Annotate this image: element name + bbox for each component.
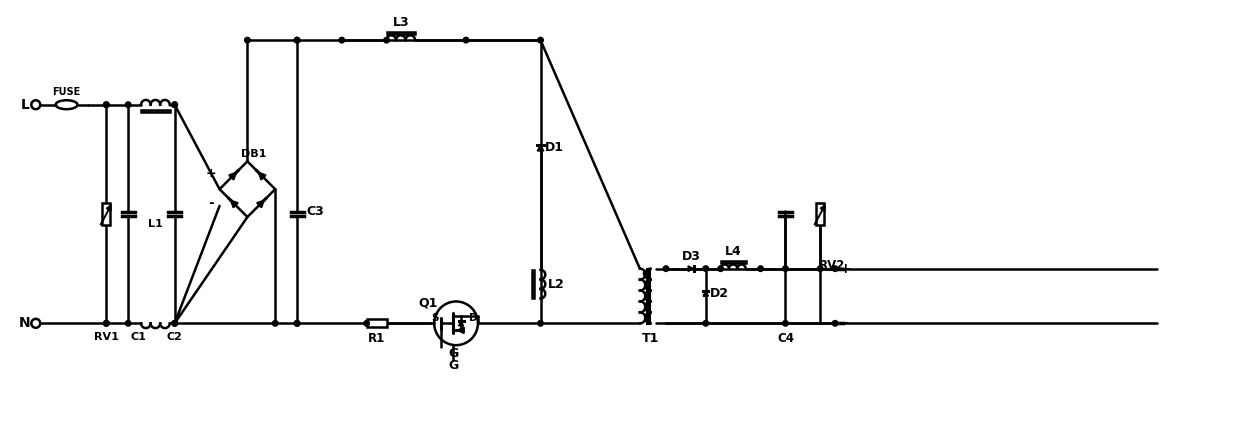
Text: -: - — [842, 316, 848, 330]
Text: G: G — [448, 347, 459, 360]
Circle shape — [103, 321, 109, 326]
Polygon shape — [537, 145, 544, 151]
Circle shape — [294, 37, 300, 43]
Text: R1: R1 — [368, 332, 386, 345]
Text: C1: C1 — [130, 332, 146, 342]
FancyBboxPatch shape — [367, 319, 387, 328]
Circle shape — [832, 321, 838, 326]
Polygon shape — [258, 201, 263, 207]
Circle shape — [294, 321, 300, 326]
Circle shape — [782, 321, 789, 326]
FancyBboxPatch shape — [102, 203, 110, 225]
Text: T1: T1 — [641, 332, 658, 345]
Circle shape — [782, 266, 789, 271]
Circle shape — [172, 321, 177, 326]
Circle shape — [758, 266, 764, 271]
Text: Q1: Q1 — [419, 297, 438, 310]
Polygon shape — [459, 321, 464, 326]
Text: D2: D2 — [711, 287, 729, 300]
Text: L4: L4 — [725, 245, 742, 258]
Circle shape — [172, 102, 177, 108]
Circle shape — [125, 102, 131, 108]
Circle shape — [294, 37, 300, 43]
Circle shape — [663, 266, 668, 271]
Polygon shape — [688, 266, 693, 271]
Text: C3: C3 — [306, 204, 324, 217]
Circle shape — [363, 321, 370, 326]
Circle shape — [172, 321, 177, 326]
Circle shape — [339, 37, 345, 43]
Circle shape — [718, 266, 723, 271]
Text: S: S — [432, 313, 439, 323]
Text: RV2: RV2 — [818, 259, 846, 272]
Polygon shape — [229, 173, 236, 179]
Circle shape — [244, 37, 250, 43]
Polygon shape — [703, 291, 708, 296]
Text: C4: C4 — [777, 332, 794, 345]
Circle shape — [832, 266, 838, 271]
Text: +: + — [839, 262, 851, 276]
Text: L3: L3 — [393, 16, 409, 29]
Circle shape — [464, 37, 469, 43]
Text: D1: D1 — [544, 141, 564, 154]
FancyBboxPatch shape — [816, 203, 825, 225]
Circle shape — [703, 321, 708, 326]
Circle shape — [538, 321, 543, 326]
Text: RV1: RV1 — [94, 332, 119, 342]
Circle shape — [103, 102, 109, 108]
Text: +: + — [206, 167, 216, 180]
Text: DB1: DB1 — [241, 149, 267, 159]
Circle shape — [103, 321, 109, 326]
Polygon shape — [259, 173, 265, 179]
Circle shape — [383, 37, 389, 43]
Circle shape — [294, 321, 300, 326]
Circle shape — [817, 266, 823, 271]
Polygon shape — [232, 201, 237, 207]
Circle shape — [644, 271, 649, 276]
Circle shape — [125, 321, 131, 326]
Text: L: L — [20, 98, 30, 112]
Circle shape — [273, 321, 278, 326]
Circle shape — [703, 266, 708, 271]
Text: G: G — [448, 358, 459, 372]
Circle shape — [538, 37, 543, 43]
Text: -: - — [208, 196, 213, 210]
Text: D: D — [469, 313, 477, 323]
Text: D3: D3 — [682, 250, 701, 263]
Text: C2: C2 — [166, 332, 182, 342]
Circle shape — [103, 102, 109, 108]
Text: L2: L2 — [548, 278, 564, 291]
Text: L1: L1 — [148, 219, 162, 229]
Text: FUSE: FUSE — [52, 87, 81, 97]
Text: N: N — [19, 316, 31, 330]
Circle shape — [172, 102, 177, 108]
